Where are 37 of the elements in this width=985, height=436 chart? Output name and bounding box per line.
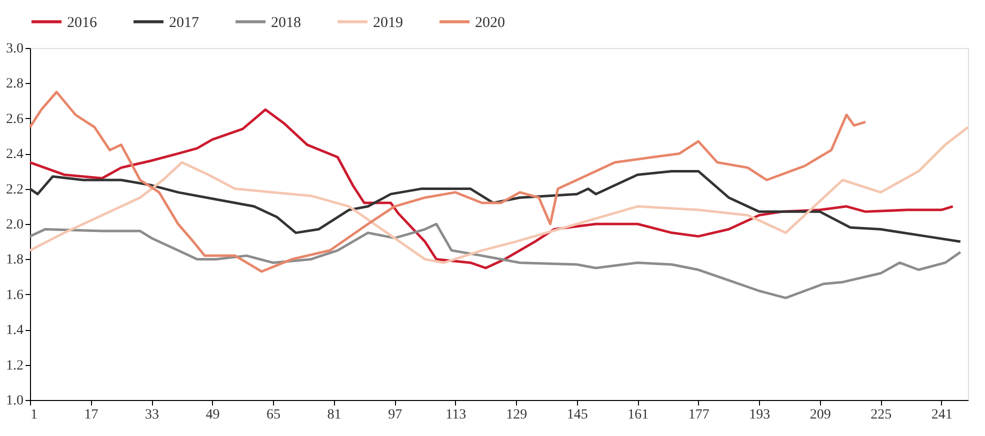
x-tick-label: 1: [30, 408, 38, 422]
x-tick-label: 225: [870, 408, 892, 422]
line-series: [28, 126, 970, 264]
x-tick-label: 49: [206, 408, 220, 422]
line-series: [28, 222, 962, 300]
y-tick-label: 1.4: [6, 323, 24, 338]
x-tick-label: 81: [327, 408, 342, 422]
x-tick-label: 241: [931, 408, 952, 422]
y-tick-label: 2.4: [6, 147, 24, 162]
x-tick-label: 129: [506, 408, 528, 422]
line-series: [28, 108, 954, 270]
y-tick-label: 1.6: [6, 288, 24, 303]
x-tick-label: 193: [749, 408, 770, 422]
y-tick-label: 2.6: [6, 112, 24, 127]
x-tick-label: 33: [145, 408, 160, 422]
line-series: [28, 90, 867, 273]
y-tick-label: 3.0: [6, 42, 24, 56]
y-tick-label: 1.8: [6, 252, 24, 268]
legend-label: 2016: [67, 14, 98, 31]
legend-label: 2020: [475, 14, 505, 31]
x-tick-label: 161: [628, 408, 649, 422]
y-tick-label: 2.8: [6, 76, 24, 92]
x-tick-label: 65: [266, 408, 281, 422]
x-tick-label: 17: [84, 408, 98, 422]
legend-label: 2018: [271, 14, 301, 31]
x-tick-label: 177: [688, 408, 710, 422]
legend-label: 2017: [169, 14, 200, 31]
x-tick-label: 97: [388, 408, 402, 422]
y-tick-label: 2.0: [6, 218, 24, 232]
y-tick-label: 2.2: [6, 182, 24, 198]
x-tick-label: 209: [810, 408, 831, 422]
y-tick-label: 1.0: [6, 394, 24, 408]
line-series: [28, 170, 962, 243]
x-tick-label: 113: [446, 408, 466, 422]
x-tick-label: 145: [566, 408, 588, 422]
legend-label: 2019: [373, 14, 403, 31]
y-tick-label: 1.2: [6, 358, 24, 374]
